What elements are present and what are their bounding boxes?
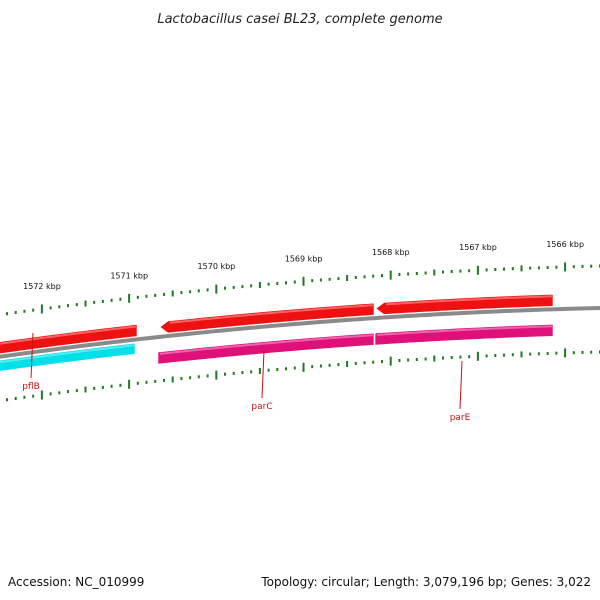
gene-label-parE: parE	[450, 413, 471, 423]
gene-label-pflB: pflB	[22, 382, 40, 392]
map-title: Lactobacillus casei BL23, complete genom…	[157, 12, 442, 27]
tick-label: 1571 kbp	[110, 271, 148, 280]
cds-reverse-highlight	[170, 304, 373, 324]
gene-features	[0, 293, 554, 372]
genome-backbone	[0, 305, 600, 359]
gene-leader-line	[30, 332, 34, 379]
gene-reverse	[374, 323, 554, 346]
accession-text: Accession: NC_010999	[8, 575, 144, 589]
scale-ticks-top	[6, 262, 600, 316]
tick-label: 1566 kbp	[546, 240, 584, 249]
gene-labels: pflB parC parE	[22, 332, 471, 423]
gene-reverse-highlight	[377, 325, 552, 336]
cds-reverse	[159, 302, 375, 334]
scale-ticks-bottom	[6, 348, 600, 402]
cds-reverse	[0, 324, 138, 355]
cds-reverse-highlight	[0, 325, 136, 345]
tick-label: 1569 kbp	[285, 254, 323, 263]
gene-reverse	[157, 332, 375, 365]
tick-label: 1567 kbp	[459, 243, 497, 252]
cds-reverse	[375, 293, 554, 315]
gene-leader-line	[459, 360, 463, 410]
genome-summary-text: Topology: circular; Length: 3,079,196 bp…	[260, 575, 591, 589]
gene-reverse-highlight	[160, 334, 373, 355]
scale-tick-labels: 1572 kbp 1571 kbp 1570 kbp 1569 kbp 1568 kbp…	[23, 240, 584, 291]
tick-label: 1568 kbp	[372, 248, 410, 257]
cds-forward-highlight	[0, 344, 134, 364]
tick-label: 1570 kbp	[198, 262, 236, 271]
cds-forward	[0, 342, 136, 372]
gene-label-parC: parC	[251, 402, 272, 412]
tick-label: 1572 kbp	[23, 282, 61, 291]
gene-leader-line	[261, 350, 265, 399]
cds-reverse-highlight	[386, 295, 552, 306]
